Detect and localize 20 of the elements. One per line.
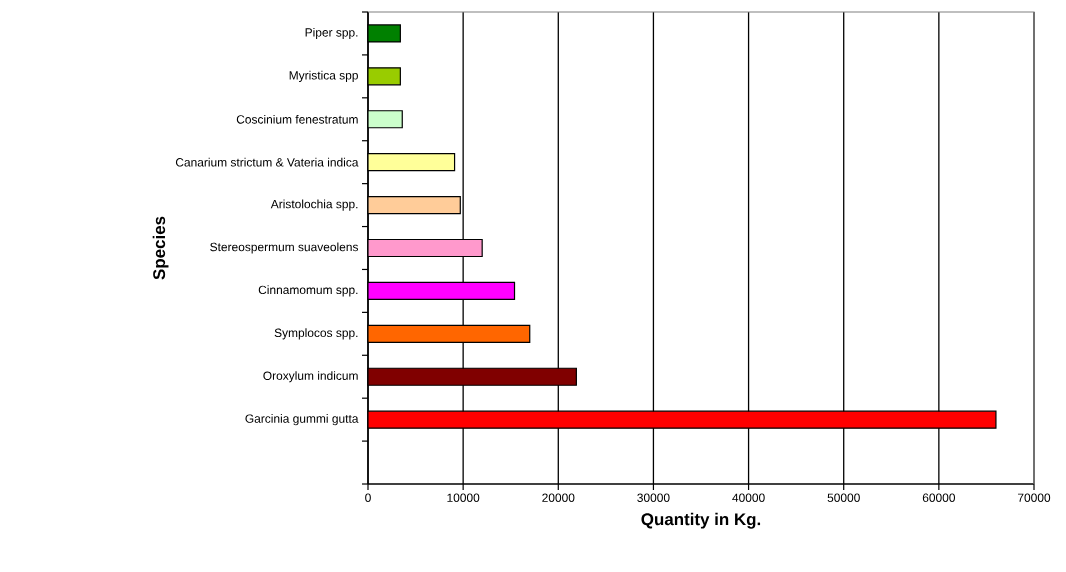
- y-tick-label: Garcinia gummi gutta: [245, 414, 359, 426]
- y-tick-label: Myristica spp: [289, 70, 358, 82]
- x-tick-label: 50000: [827, 493, 860, 502]
- x-tick-label: 70000: [1017, 493, 1051, 502]
- y-tick-label: Symplocos spp.: [274, 328, 358, 340]
- x-tick-label: 60000: [922, 493, 956, 502]
- x-tick-label: 0: [365, 493, 371, 502]
- y-tick-label: Coscinium fenestratum: [236, 114, 358, 124]
- x-axis-title: Quantity in Kg.: [641, 512, 761, 529]
- x-tick-label: 40000: [732, 493, 765, 502]
- x-tick-label: 10000: [447, 493, 480, 502]
- y-tick-label: Aristolochia spp.: [270, 199, 358, 211]
- x-tick-label: 30000: [637, 493, 670, 502]
- y-tick-label: Canarium strictum & Vateria indica: [175, 157, 359, 167]
- y-axis-title: Species: [152, 216, 169, 280]
- y-tick-label: Cinnamomum spp.: [258, 285, 358, 297]
- y-tick-label: Piper spp.: [305, 27, 358, 40]
- x-tick-label: 20000: [542, 493, 575, 502]
- y-tick-label: Stereospermum suaveolens: [210, 242, 359, 254]
- y-tick-label: Oroxylum indicum: [263, 371, 358, 383]
